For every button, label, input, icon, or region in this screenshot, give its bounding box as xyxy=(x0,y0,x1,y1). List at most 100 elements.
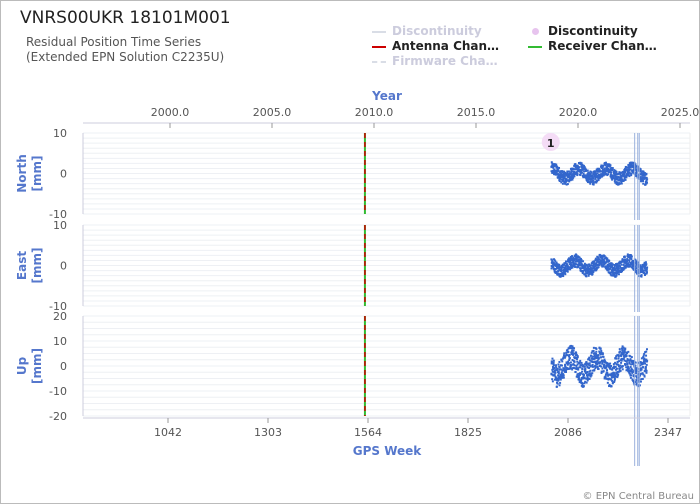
data-point xyxy=(597,357,600,360)
data-point xyxy=(590,354,593,357)
data-point xyxy=(626,352,629,355)
data-point xyxy=(564,370,567,373)
data-point xyxy=(621,345,624,348)
data-point xyxy=(643,362,646,365)
data-point xyxy=(616,374,619,377)
data-point xyxy=(596,167,599,170)
data-point xyxy=(572,256,575,259)
data-point xyxy=(611,376,614,379)
data-point xyxy=(607,374,610,377)
data-point xyxy=(590,171,593,174)
data-point xyxy=(642,269,645,272)
data-point xyxy=(551,169,554,172)
data-point xyxy=(606,268,609,271)
data-point xyxy=(588,263,591,266)
data-point xyxy=(639,374,642,377)
data-point xyxy=(630,370,633,373)
data-point xyxy=(592,179,595,182)
data-point xyxy=(605,366,608,369)
y-tick-label: -10 xyxy=(49,208,67,221)
data-point xyxy=(575,171,578,174)
data-point xyxy=(620,355,623,358)
data-point xyxy=(594,367,597,370)
data-point xyxy=(567,268,570,271)
data-point xyxy=(597,173,600,176)
data-point xyxy=(625,354,628,357)
data-point xyxy=(613,171,616,174)
legend-item-discontinuity-line[interactable]: Discontinuity xyxy=(372,24,482,38)
data-point xyxy=(613,380,616,383)
data-point xyxy=(584,174,587,177)
data-point xyxy=(618,179,621,182)
data-point xyxy=(575,367,578,370)
data-point xyxy=(597,358,600,361)
data-point xyxy=(600,170,603,173)
data-point xyxy=(613,180,616,183)
data-point xyxy=(613,377,616,380)
data-point xyxy=(566,172,569,175)
data-point xyxy=(551,380,554,383)
data-point xyxy=(613,173,616,176)
data-point xyxy=(611,379,614,382)
data-point xyxy=(623,265,626,268)
data-point xyxy=(640,367,643,370)
data-point xyxy=(567,350,570,353)
data-point xyxy=(587,266,590,269)
data-point xyxy=(577,258,580,261)
data-point xyxy=(601,175,604,178)
data-point xyxy=(572,174,575,177)
data-point xyxy=(631,371,634,374)
subtitle-line-2: (Extended EPN Solution C2235U) xyxy=(26,50,225,64)
data-point xyxy=(601,367,604,370)
data-point xyxy=(551,357,554,360)
data-point xyxy=(610,274,613,277)
subtitle-line-1: Residual Position Time Series xyxy=(26,35,202,49)
data-point xyxy=(621,348,624,351)
data-point xyxy=(562,275,565,278)
data-point xyxy=(588,356,591,359)
data-point xyxy=(586,176,589,179)
panel-unit: [mm] xyxy=(30,248,44,284)
data-point xyxy=(592,350,595,353)
data-point xyxy=(630,360,633,363)
data-point xyxy=(583,170,586,173)
data-point xyxy=(592,355,595,358)
data-point xyxy=(597,257,600,260)
data-point xyxy=(591,365,594,368)
data-point xyxy=(617,373,620,376)
data-point xyxy=(639,169,642,172)
data-point xyxy=(635,379,638,382)
data-point xyxy=(577,368,580,371)
data-point xyxy=(570,257,573,260)
legend-item-antenna-change[interactable]: Antenna Chan… xyxy=(372,39,499,53)
data-point xyxy=(588,364,591,367)
data-point xyxy=(639,268,642,271)
data-point xyxy=(553,258,556,261)
data-point xyxy=(604,163,607,166)
data-point xyxy=(641,178,644,181)
data-point xyxy=(644,351,647,354)
data-point xyxy=(610,378,613,381)
data-point xyxy=(568,179,571,182)
data-point xyxy=(560,173,563,176)
data-point xyxy=(552,265,555,268)
data-point xyxy=(578,170,581,173)
data-point xyxy=(589,173,592,176)
data-point xyxy=(580,260,583,263)
data-point xyxy=(626,265,629,268)
data-point xyxy=(643,272,646,275)
data-point xyxy=(557,270,560,273)
data-point xyxy=(627,350,630,353)
legend-item-receiver-change[interactable]: Receiver Chan… xyxy=(528,39,657,53)
data-point xyxy=(617,355,620,358)
data-point xyxy=(634,361,637,364)
data-point xyxy=(644,359,647,362)
data-point xyxy=(628,372,631,375)
data-point xyxy=(580,379,583,382)
data-point xyxy=(621,368,624,371)
data-point xyxy=(628,171,631,174)
legend-item-discontinuity-dot[interactable]: Discontinuity xyxy=(528,24,638,38)
data-point xyxy=(635,260,638,263)
data-point xyxy=(571,170,574,173)
legend-item-firmware-change[interactable]: Firmware Cha… xyxy=(372,54,498,68)
